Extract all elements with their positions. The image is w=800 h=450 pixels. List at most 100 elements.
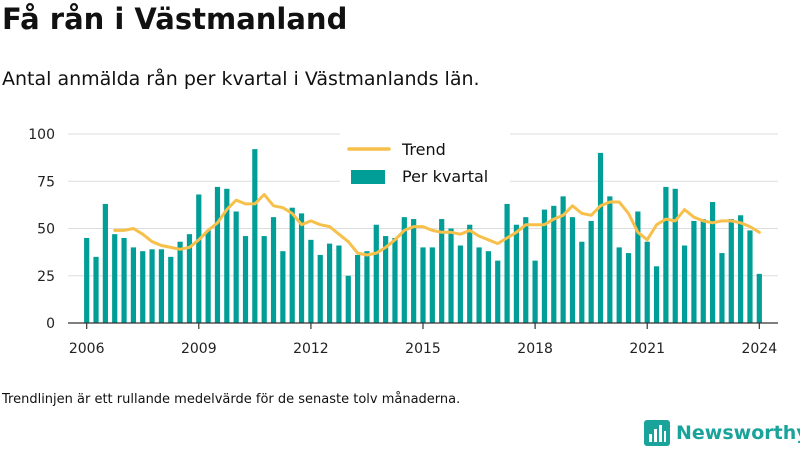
bar: [196, 194, 202, 323]
bar: [317, 254, 323, 323]
y-tick-label: 25: [37, 269, 55, 285]
trend-line: [113, 193, 761, 257]
bar: [233, 211, 239, 323]
bar: [224, 188, 230, 323]
trend-line-group: [113, 193, 761, 257]
footnote: Trendlinjen är ett rullande medelvärde f…: [2, 392, 461, 407]
bar: [121, 237, 127, 323]
bar: [644, 241, 650, 323]
bar: [700, 219, 706, 323]
bar: [681, 245, 688, 323]
bar: [635, 211, 641, 323]
bar: [280, 251, 286, 323]
bar: [289, 207, 295, 323]
bar: [710, 202, 716, 323]
legend-bar-label: Per kvartal: [402, 167, 488, 186]
bar: [653, 266, 660, 323]
bar: [560, 196, 566, 323]
bar: [495, 260, 501, 323]
bar: [373, 224, 379, 323]
bar: [308, 239, 314, 323]
bar: [625, 253, 632, 323]
bar: [728, 219, 734, 323]
bar: [588, 220, 594, 323]
bar: [392, 237, 398, 323]
y-tick-label: 0: [46, 316, 55, 332]
bar: [691, 220, 697, 323]
bar-chart-logo-icon: [644, 420, 670, 446]
bar: [541, 209, 548, 323]
bar: [261, 236, 267, 323]
bar: [579, 241, 585, 323]
bar: [420, 247, 426, 323]
bars-per-quarter: [84, 149, 762, 323]
y-axis-ticks: 0 25 50 75 100: [28, 127, 55, 332]
bar: [523, 217, 529, 323]
bar: [93, 256, 99, 323]
bar: [270, 217, 277, 323]
x-tick-label: 2024: [741, 341, 777, 357]
x-tick-label: 2006: [69, 341, 105, 357]
bar: [364, 251, 370, 323]
x-tick-label: 2018: [517, 341, 553, 357]
bar: [513, 224, 520, 323]
x-tick-label: 2012: [293, 341, 329, 357]
bar: [738, 215, 744, 323]
bar: [168, 256, 174, 323]
bar: [597, 152, 604, 323]
x-axis-ticks: 2006 2009 2012 2015 2018 2021 2024: [69, 323, 777, 357]
y-tick-label: 75: [37, 174, 55, 190]
bar: [663, 186, 669, 323]
brand: Newsworthy: [644, 419, 800, 447]
x-tick-label: 2015: [405, 341, 441, 357]
legend-trend-label: Trend: [401, 140, 446, 159]
bar: [607, 196, 613, 323]
bar: [569, 217, 576, 323]
bar: [439, 219, 445, 323]
x-tick-label: 2021: [629, 341, 665, 357]
bar: [345, 275, 351, 323]
bar: [140, 251, 146, 323]
brand-name: Newsworthy: [676, 422, 800, 444]
page-title: Få rån i Västmanland: [2, 2, 348, 36]
bar: [84, 237, 90, 323]
bar: [672, 188, 678, 323]
bar: [485, 251, 491, 323]
y-tick-label: 50: [37, 222, 55, 238]
bar: [467, 224, 473, 323]
legend-bar-swatch: [351, 170, 385, 184]
bar: [504, 203, 510, 323]
bar: [186, 234, 193, 323]
bar: [205, 230, 211, 323]
legend: Trend Per kvartal: [340, 133, 510, 191]
bar: [429, 247, 435, 323]
bar: [457, 245, 463, 323]
bar: [616, 247, 622, 323]
bar: [411, 219, 417, 323]
bar: [336, 245, 342, 323]
bar: [102, 203, 108, 323]
bar: [298, 213, 305, 323]
bar: [112, 234, 118, 323]
bar: [130, 247, 136, 323]
bar: [476, 247, 482, 323]
bar: [252, 149, 258, 323]
bar: [149, 249, 155, 323]
bar: [719, 253, 725, 323]
bar: [551, 205, 557, 323]
bar: [383, 236, 389, 323]
bar: [326, 243, 333, 323]
bar: [214, 186, 221, 323]
page-subtitle: Antal anmälda rån per kvartal i Västmanl…: [2, 68, 480, 90]
bar: [747, 230, 753, 323]
bar: [242, 236, 249, 323]
bar: [532, 260, 538, 323]
x-tick-label: 2009: [181, 341, 217, 357]
bar: [177, 241, 183, 323]
bar: [355, 254, 361, 323]
bar: [401, 217, 407, 323]
bar: [448, 228, 454, 323]
bar: [158, 249, 165, 323]
y-tick-label: 100: [28, 127, 55, 143]
